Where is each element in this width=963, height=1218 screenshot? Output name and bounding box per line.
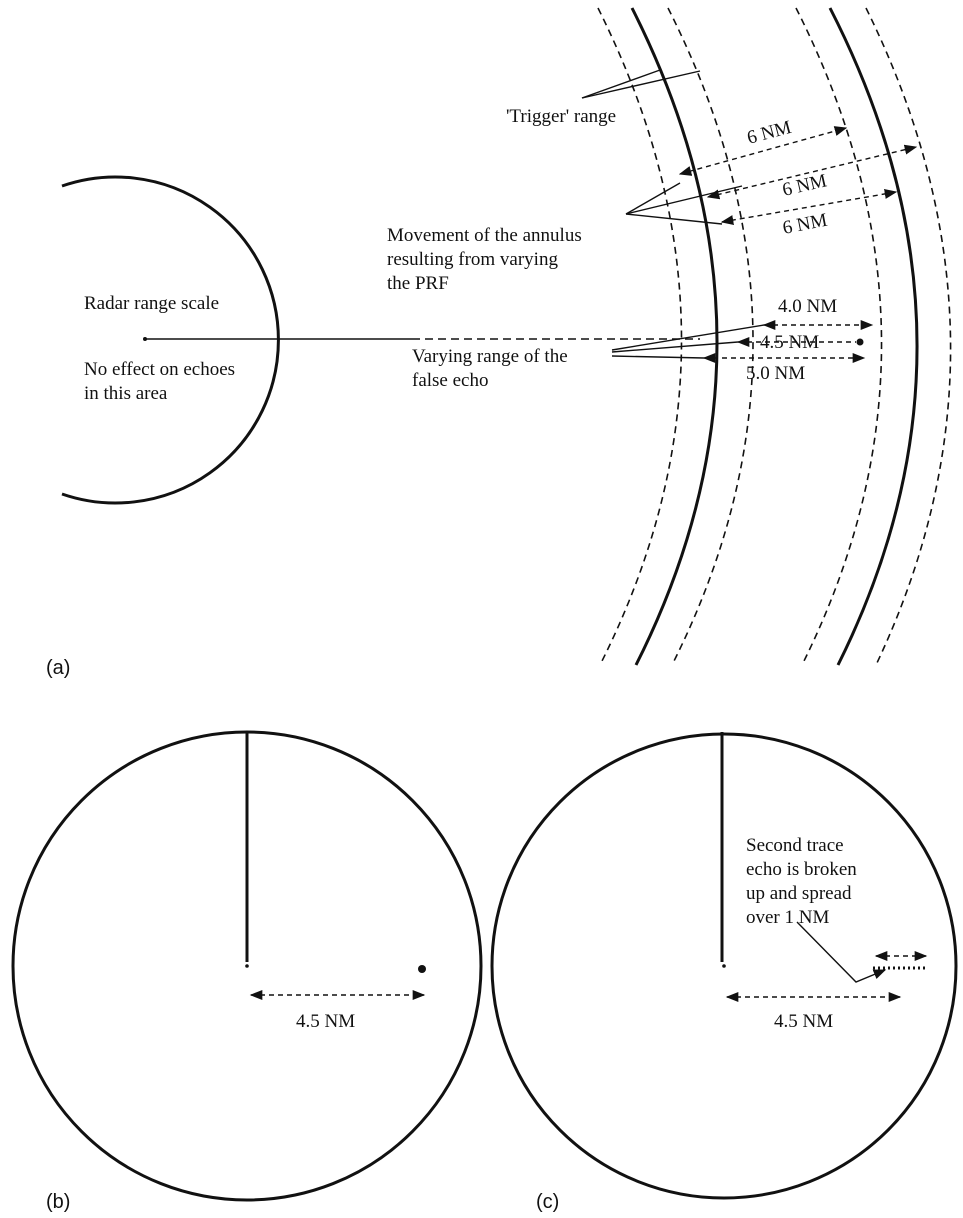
caption-a: (a) bbox=[46, 657, 70, 679]
annulus-solid-outer bbox=[828, 7, 919, 666]
dim-5-0-label: 5.0 NM bbox=[746, 363, 805, 384]
panel-a: Radar range scale No effect on echoes in… bbox=[46, 7, 952, 679]
annulus-solid-inner bbox=[630, 7, 719, 666]
annulus-dashed-4 bbox=[865, 7, 952, 666]
label-varying-1: Varying range of the bbox=[412, 346, 568, 367]
annulus-dashed-2 bbox=[667, 7, 754, 666]
note-c-line3: up and spread bbox=[746, 883, 852, 904]
caption-b: (b) bbox=[46, 1191, 70, 1213]
note-c-line4: over 1 NM bbox=[746, 907, 829, 928]
label-movement-2: resulting from varying bbox=[387, 249, 558, 270]
dim-6nm-line-3 bbox=[720, 188, 898, 226]
dim-label-c: 4.5 NM bbox=[774, 1011, 833, 1032]
caption-c: (c) bbox=[536, 1191, 559, 1213]
note-c-line1: Second trace bbox=[746, 835, 844, 856]
varying-leader-2 bbox=[611, 341, 739, 353]
label-trigger-range: 'Trigger' range bbox=[506, 106, 616, 127]
label-no-effect-2: in this area bbox=[84, 383, 168, 404]
dim-6nm-label-3: 6 NM bbox=[781, 210, 829, 239]
dim-label-b: 4.5 NM bbox=[296, 1011, 355, 1032]
annulus-dashed-3 bbox=[795, 7, 883, 666]
note-c-line2: echo is broken bbox=[746, 859, 857, 880]
trigger-leader-1 bbox=[581, 69, 661, 99]
false-echo-dot bbox=[856, 338, 864, 346]
origin-dot-b bbox=[245, 964, 249, 968]
varying-leader-1 bbox=[611, 324, 765, 351]
dim-4-0-label: 4.0 NM bbox=[778, 296, 837, 317]
dim-6nm-label-2: 6 NM bbox=[780, 170, 829, 201]
note-leader-c bbox=[796, 921, 887, 983]
movement-leader-1 bbox=[625, 182, 681, 215]
echo-dot-b bbox=[418, 965, 426, 973]
label-no-effect-1: No effect on echoes bbox=[84, 359, 235, 380]
ppi-circle-c bbox=[490, 732, 958, 1200]
label-varying-2: false echo bbox=[412, 370, 488, 391]
dim-4-5-label: 4.5 NM bbox=[760, 332, 819, 353]
varying-leader-3 bbox=[611, 355, 705, 359]
label-movement-3: the PRF bbox=[387, 273, 449, 294]
panel-b: 4.5 NM (b) bbox=[11, 730, 483, 1213]
movement-leader-2 bbox=[625, 185, 743, 215]
label-movement-1: Movement of the annulus bbox=[387, 225, 582, 246]
label-radar-range-scale: Radar range scale bbox=[84, 293, 219, 314]
panel-c: 4.5 NM Second trace echo is broken up an… bbox=[490, 732, 958, 1213]
origin-dot-c bbox=[722, 964, 726, 968]
range-scale-arc bbox=[61, 175, 280, 505]
trigger-leader-2 bbox=[581, 70, 701, 99]
movement-leader-3 bbox=[625, 213, 723, 225]
annulus-dashed-1 bbox=[597, 7, 683, 666]
